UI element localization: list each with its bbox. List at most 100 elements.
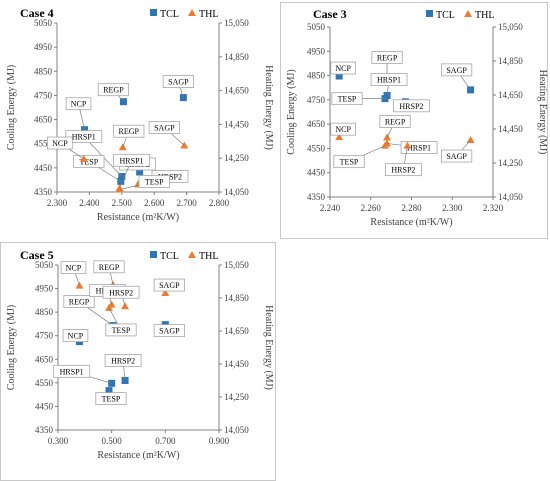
y2-tick-label: 14,650	[498, 90, 523, 100]
chart-case-4: Case 4 TCL THL 2.300 2.400 2.500 2.600 2.700 2.8…	[0, 0, 276, 240]
legend-tcl-marker	[150, 9, 157, 16]
y-tick-label: 4850	[307, 71, 326, 81]
y2-tick-label: 14,250	[498, 158, 523, 168]
y-tick-label: 4950	[307, 46, 326, 56]
chart-case-5-svg: Case 5 TCL THL 0.300 0.500 0.700 0.900 4350 4450…	[6, 248, 274, 461]
y-tick-label: 4750	[307, 95, 326, 105]
callout-box	[105, 323, 137, 337]
y-tick-label: 4450	[307, 168, 326, 178]
y2-tick-label: 14,450	[224, 359, 249, 369]
y-tick-label: 4850	[34, 66, 53, 76]
legend-thl-marker	[188, 251, 196, 258]
y-tick-label: 5050	[35, 260, 54, 270]
x-tick-label: 0.700	[155, 436, 176, 446]
legend-thl-label: THL	[199, 251, 218, 262]
y2-tick-label: 14,850	[498, 56, 523, 66]
data-label-thl-ncp: NCP	[52, 139, 68, 148]
callout-box	[104, 354, 142, 367]
y-tick-label: 4350	[35, 425, 54, 435]
data-label-thl-ncp: NCP	[335, 125, 351, 134]
callout-box	[331, 92, 363, 106]
data-label-tcl-ncp: NCP	[335, 64, 351, 73]
data-point-tcl-hrsp2	[121, 377, 129, 384]
data-point-thl-sagp	[466, 136, 475, 144]
data-label-tcl-sagp: SAGP	[159, 327, 180, 336]
legend-thl-label: THL	[199, 9, 218, 20]
data-label-tcl-tesp: TESP	[102, 395, 121, 404]
x-tick-label: 2.300	[47, 198, 68, 208]
callout-box	[392, 99, 430, 113]
data-point-thl-tesp	[116, 185, 125, 193]
callout-box	[371, 51, 403, 64]
y-tick-label: 4550	[34, 139, 53, 149]
y2-tick-label: 14,450	[224, 119, 249, 129]
y2-axis-label: Heating Energy (MJ)	[537, 70, 548, 155]
data-label-thl-sagp: SAGP	[446, 152, 467, 161]
callout-box	[53, 364, 91, 378]
y-tick-label: 4950	[34, 42, 53, 52]
callout-box	[138, 175, 170, 188]
y-tick-label: 4750	[35, 331, 54, 341]
x-tick-label: 2.700	[176, 198, 197, 208]
y-tick-label: 5050	[34, 18, 53, 28]
x-tick-label: 2.320	[483, 203, 504, 213]
chart-case-4-svg: Case 4 TCL THL 2.300 2.400 2.500 2.600 2.700 2.8…	[6, 6, 274, 223]
callout-box	[333, 155, 365, 169]
legend-tcl-label: TCL	[160, 251, 179, 262]
y-tick-label: 4650	[35, 354, 54, 364]
legend-tcl-label: TCL	[436, 10, 455, 21]
data-label-tcl-ncp: NCP	[68, 332, 84, 341]
data-label-thl-regp: REGP	[99, 263, 120, 272]
x-tick-label: 2.240	[320, 203, 341, 213]
y2-tick-label: 15,050	[224, 260, 249, 270]
data-label-tcl-regp: REGP	[377, 53, 398, 62]
callout-box	[162, 75, 194, 89]
x-tick-label: 2.500	[112, 198, 133, 208]
data-point-thl-tesp	[104, 303, 113, 311]
callout-box	[65, 97, 92, 111]
y2-tick-label: 14,850	[224, 52, 249, 62]
y-tick-label: 4850	[35, 307, 54, 317]
callout-box	[65, 130, 103, 143]
y-tick-label: 4750	[34, 90, 53, 100]
y-axis-label: Cooling Energy (MJ)	[6, 65, 17, 150]
data-label-thl-sagp: SAGP	[159, 281, 180, 290]
x-axis-label: Resistance (m²K/W)	[97, 212, 179, 223]
y2-tick-label: 14,650	[224, 326, 249, 336]
chart-title: Case 5	[20, 248, 54, 262]
data-label-tcl-sagp: SAGP	[168, 78, 189, 87]
callout-box	[330, 61, 356, 75]
callout-box	[93, 260, 125, 274]
y-tick-label: 4950	[35, 284, 54, 294]
data-label-tcl-sagp: SAGP	[446, 66, 467, 75]
chart-case-5: Case 5 TCL THL 0.300 0.500 0.700 0.900 4350 4450…	[0, 242, 276, 481]
data-label-thl-sagp: SAGP	[154, 124, 175, 133]
callout-box	[63, 295, 95, 308]
y-tick-label: 4350	[307, 192, 326, 202]
callout-box	[330, 122, 356, 136]
data-label-thl-regp: REGP	[385, 118, 406, 127]
y-tick-label: 4450	[34, 163, 53, 173]
y2-tick-label: 14,450	[498, 124, 523, 134]
callout-box	[73, 154, 105, 168]
data-label-tcl-regp: REGP	[103, 86, 124, 95]
callout-box	[113, 153, 150, 167]
x-tick-label: 2.400	[79, 198, 100, 208]
callout-box	[379, 115, 411, 128]
data-label-tcl-hrsp2: HRSP2	[111, 357, 135, 366]
y-tick-label: 5050	[307, 22, 326, 32]
callout-box	[60, 261, 87, 275]
x-tick-label: 2.280	[401, 203, 422, 213]
legend-thl-marker	[464, 10, 472, 17]
legend-tcl-marker	[426, 10, 433, 17]
data-label-thl-hrsp1: HRSP1	[407, 143, 431, 152]
callout-box	[148, 121, 180, 134]
x-axis-label: Resistance (m²K/W)	[370, 217, 452, 228]
chart-title: Case 3	[313, 7, 347, 21]
callout-box	[95, 392, 127, 406]
y2-tick-label: 14,050	[498, 192, 523, 202]
data-label-thl-tesp: TESP	[112, 326, 131, 335]
data-label-thl-hrsp2: HRSP2	[109, 288, 133, 297]
chart-case-3: Case 3 TCL THL 2.240 2.260 2.280 2.300 2.320 435…	[280, 2, 548, 239]
data-label-thl-ncp: NCP	[66, 264, 82, 273]
